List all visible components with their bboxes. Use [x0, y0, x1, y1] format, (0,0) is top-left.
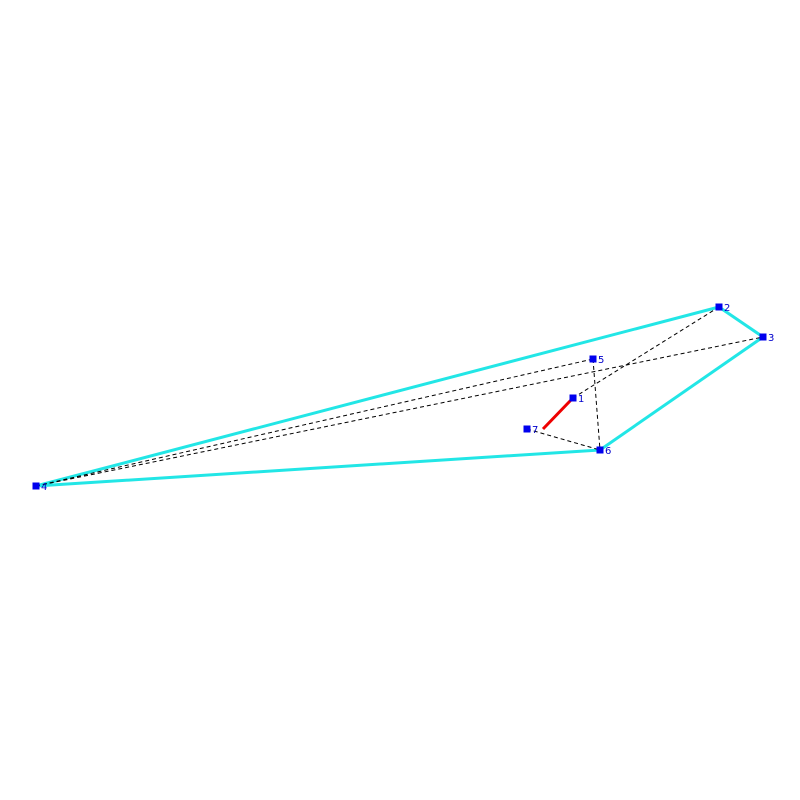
node	[596, 446, 604, 454]
node-label: 4	[41, 482, 47, 493]
dashed-edge	[526, 428, 601, 451]
dashed-edge	[592, 358, 601, 451]
node-label: 3	[768, 333, 774, 344]
hull-edge	[35, 448, 601, 488]
hull-edge	[718, 305, 764, 339]
hull-edge	[35, 305, 720, 488]
node-label: 7	[532, 425, 538, 436]
dashed-edge	[572, 306, 720, 399]
node	[569, 394, 577, 402]
node-label: 6	[605, 446, 611, 457]
nodes: 1 2 3 4 5 6 7	[32, 303, 774, 493]
dashed-edge	[35, 358, 594, 487]
dashed-edge	[35, 336, 764, 487]
node-label: 1	[578, 394, 584, 405]
node	[32, 482, 40, 490]
node	[589, 355, 597, 363]
node-label: 2	[724, 303, 730, 314]
edges	[35, 305, 764, 488]
node	[715, 303, 723, 311]
node-label: 5	[598, 355, 604, 366]
node	[523, 425, 531, 433]
highlight-edge	[541, 398, 573, 431]
node	[759, 333, 767, 341]
hull-edge	[599, 335, 764, 452]
